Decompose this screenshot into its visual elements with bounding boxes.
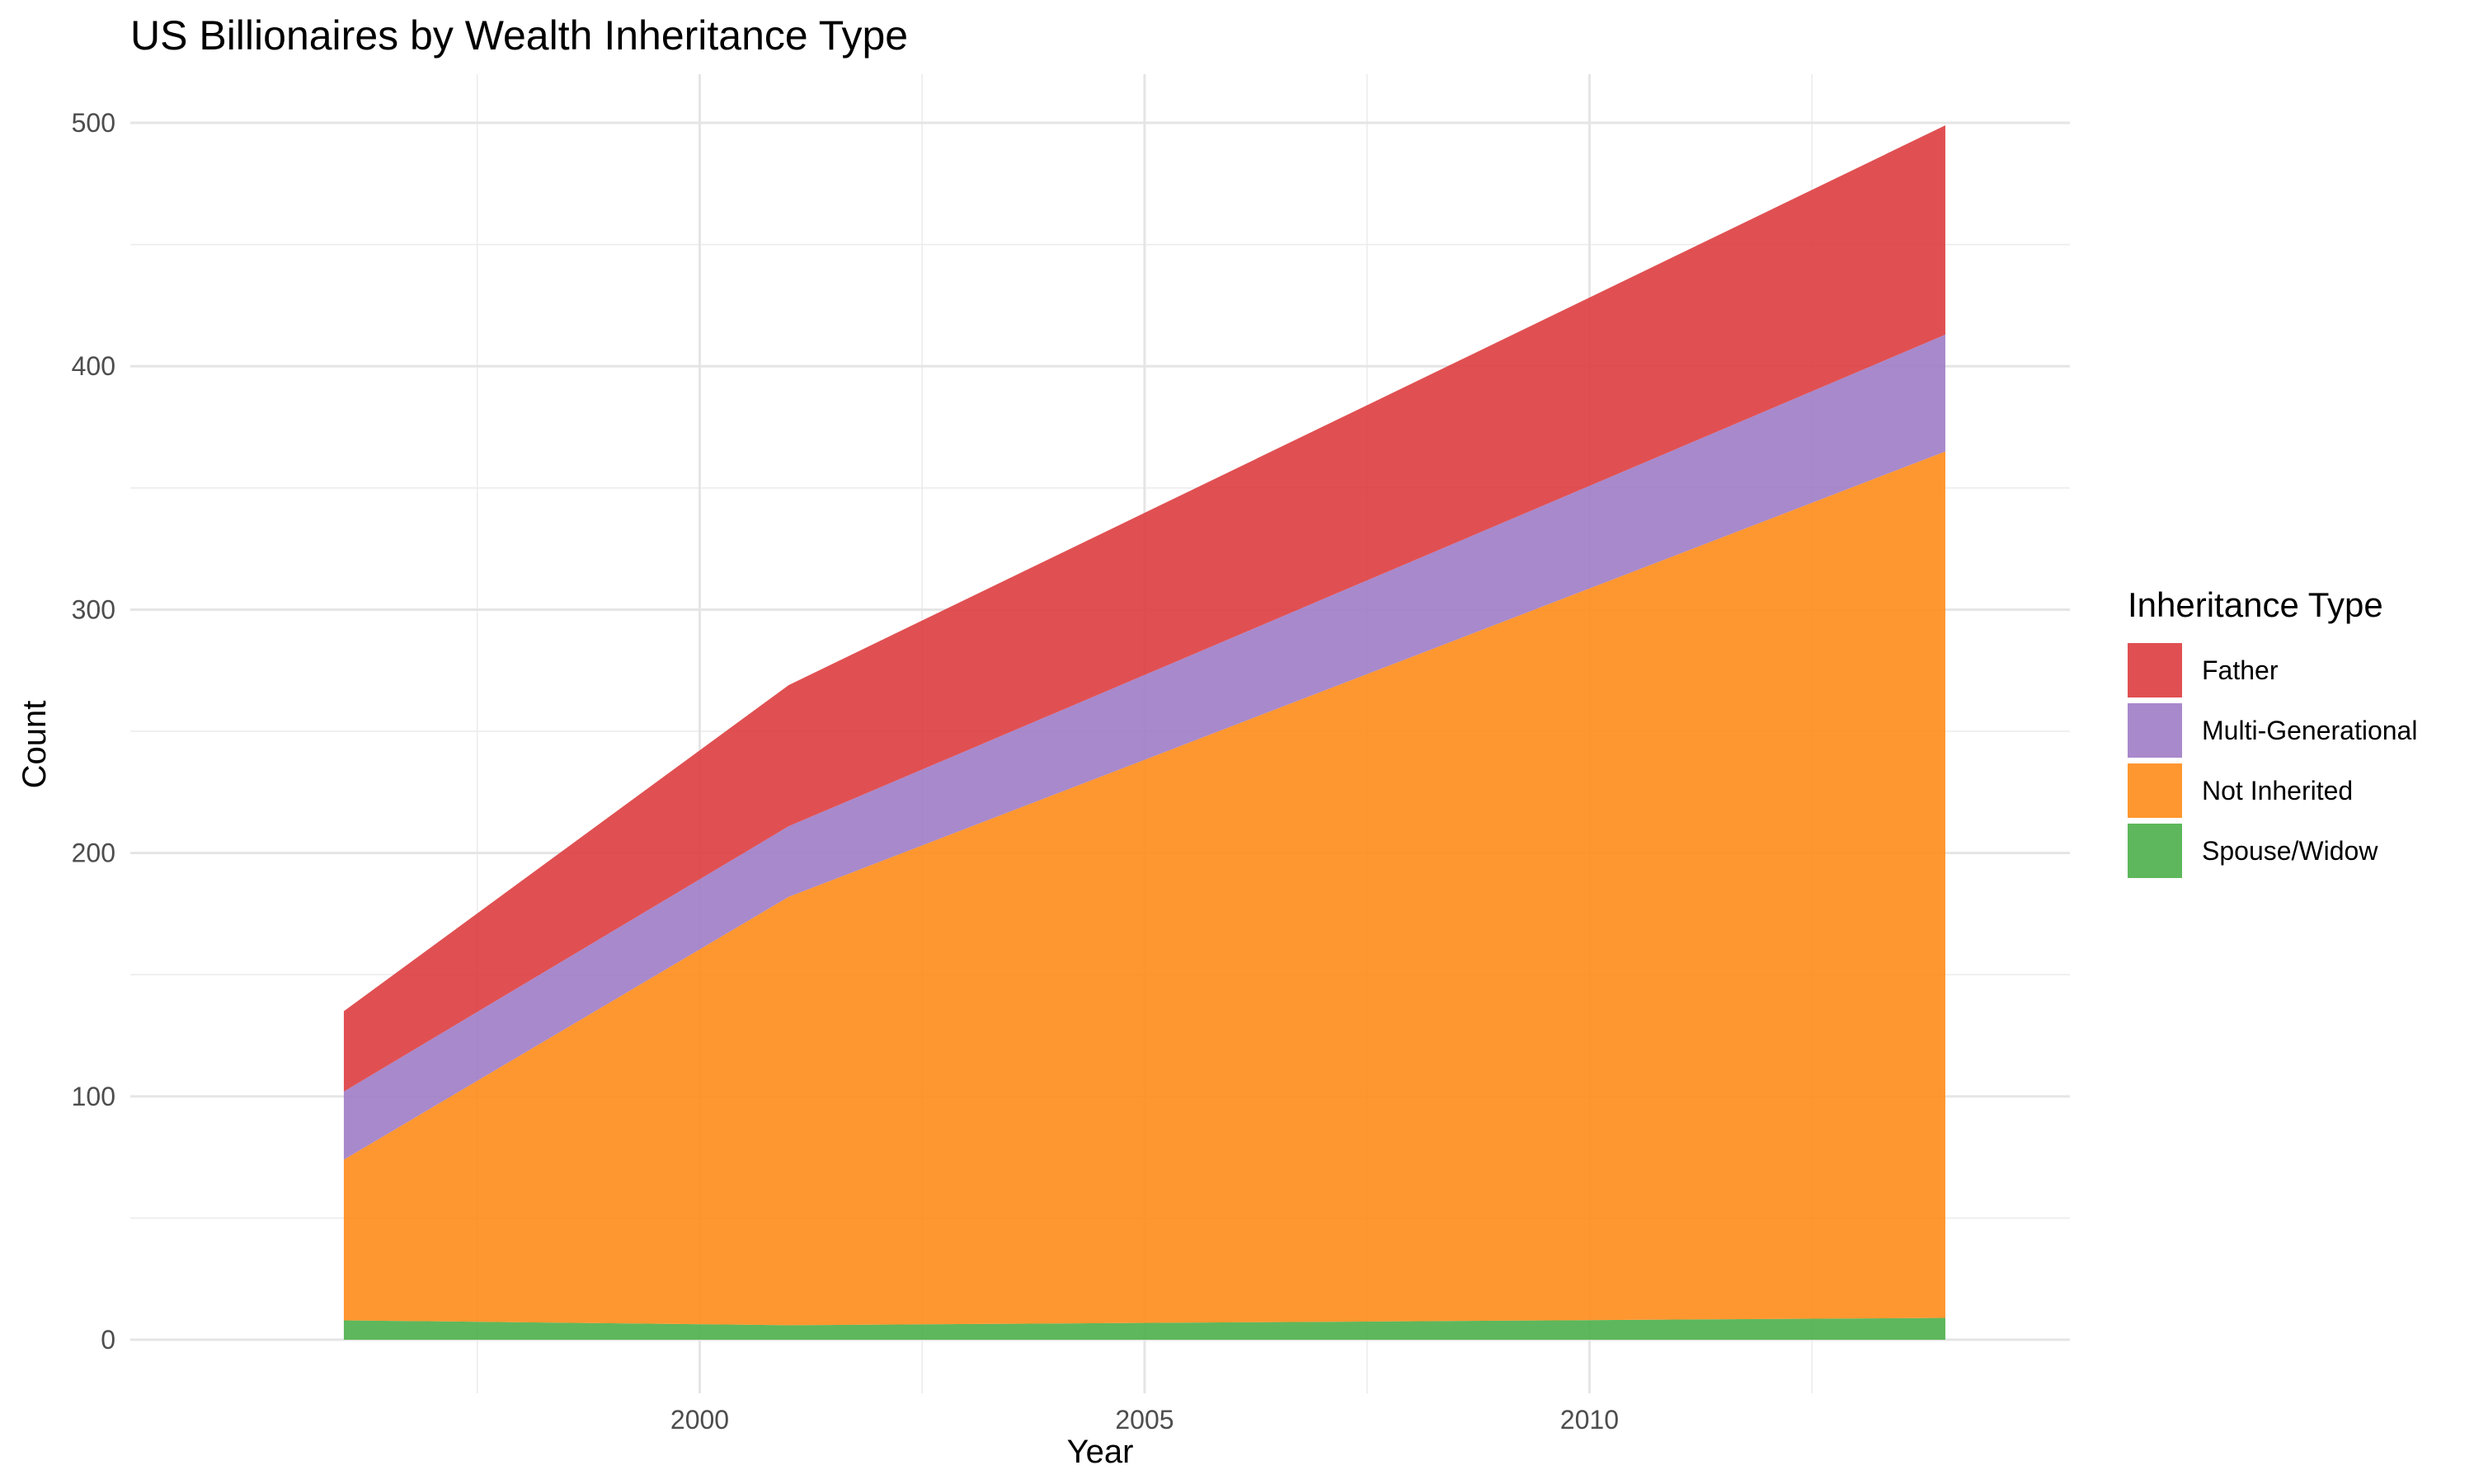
legend-label-spouse-widow: Spouse/Widow bbox=[2202, 836, 2378, 866]
legend-key-multi-generational bbox=[2128, 703, 2182, 758]
y-axis-ticks: 0 100 200 300 400 500 bbox=[72, 108, 115, 1355]
plot-area bbox=[343, 124, 1945, 1341]
area-father bbox=[343, 124, 1945, 1092]
legend-key-spouse-widow bbox=[2128, 824, 2182, 878]
x-tick-label: 2005 bbox=[1115, 1405, 1174, 1435]
chart-title: US Billionaires by Wealth Inheritance Ty… bbox=[130, 12, 908, 59]
x-tick-label: 2000 bbox=[670, 1405, 729, 1435]
x-tick-label: 2010 bbox=[1560, 1405, 1619, 1435]
y-axis-title: Count bbox=[16, 701, 53, 789]
legend-key-not-inherited bbox=[2128, 763, 2182, 818]
legend-key-father bbox=[2128, 643, 2182, 697]
legend-label-not-inherited: Not Inherited bbox=[2202, 776, 2353, 805]
legend-label-father: Father bbox=[2202, 655, 2279, 685]
y-tick-label: 300 bbox=[72, 594, 115, 624]
x-axis-title: Year bbox=[1067, 1434, 1134, 1470]
legend-title: Inheritance Type bbox=[2128, 585, 2383, 624]
y-tick-label: 200 bbox=[72, 838, 115, 868]
y-tick-label: 500 bbox=[72, 108, 115, 138]
y-tick-label: 0 bbox=[101, 1325, 115, 1355]
area-not-inherited bbox=[343, 451, 1945, 1326]
legend-label-multi-generational: Multi-Generational bbox=[2202, 716, 2417, 745]
area-multi-generational bbox=[343, 334, 1945, 1160]
x-axis-ticks: 2000 2005 2010 bbox=[670, 1405, 1619, 1435]
legend: Inheritance Type Father Multi-Generationa… bbox=[2128, 585, 2417, 878]
area-spouse-widow bbox=[343, 1317, 1945, 1341]
y-tick-label: 100 bbox=[72, 1082, 115, 1111]
y-tick-label: 400 bbox=[72, 351, 115, 381]
